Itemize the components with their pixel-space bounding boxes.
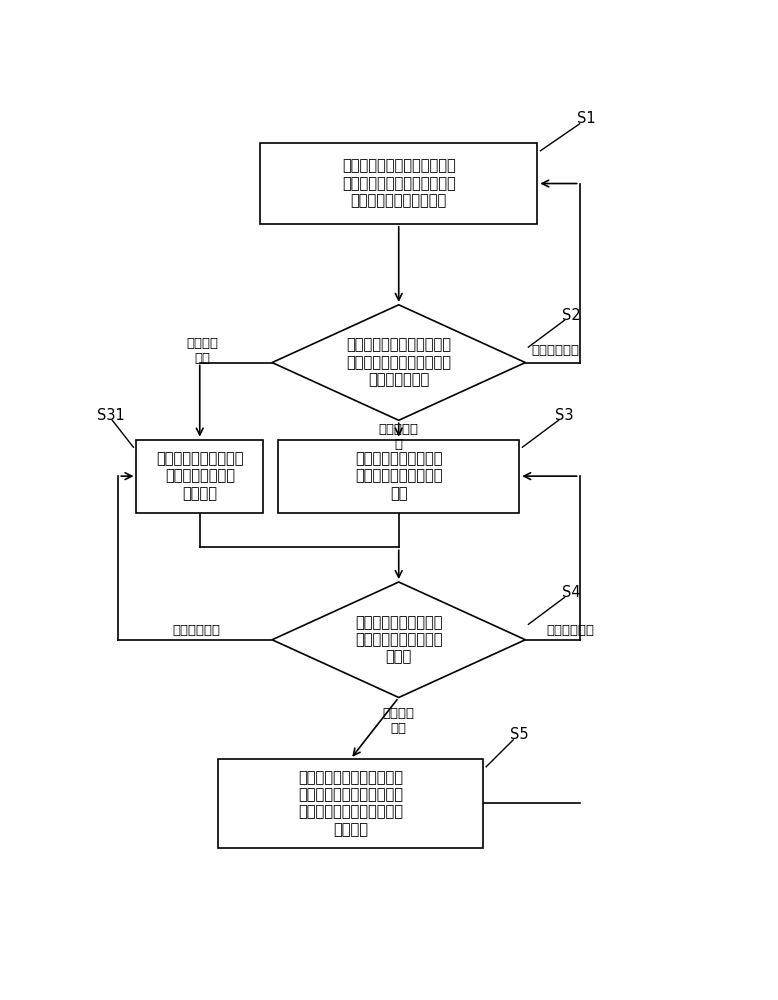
Text: 小于预设转
速: 小于预设转 速 <box>379 423 419 451</box>
Text: S3: S3 <box>555 408 574 423</box>
Text: S2: S2 <box>562 308 580 323</box>
Text: 数据处理中心接收温度
信息并与一预设温度进
行比较: 数据处理中心接收温度 信息并与一预设温度进 行比较 <box>355 615 443 665</box>
Text: 小于预设温度: 小于预设温度 <box>173 624 221 637</box>
Text: 等于预设转速: 等于预设转速 <box>531 344 580 358</box>
Text: 数据处理中心控制风扇
的输入功率，增加风扇
转速: 数据处理中心控制风扇 的输入功率，增加风扇 转速 <box>355 451 443 501</box>
FancyBboxPatch shape <box>218 759 483 848</box>
Text: S5: S5 <box>510 727 529 742</box>
Text: S4: S4 <box>562 585 580 600</box>
Polygon shape <box>272 582 525 698</box>
Text: 数据处理中心控制风扇
的输入功率，降低
风扇转速: 数据处理中心控制风扇 的输入功率，降低 风扇转速 <box>156 451 244 501</box>
Polygon shape <box>272 305 525 420</box>
Text: 大于预设温度: 大于预设温度 <box>547 624 594 637</box>
Text: S31: S31 <box>97 408 125 423</box>
Text: S1: S1 <box>576 111 595 126</box>
Text: 大于预设
转速: 大于预设 转速 <box>187 337 219 365</box>
FancyBboxPatch shape <box>136 440 263 513</box>
Text: 数据处理中心控制风扇以当
前转速运行，上报温度信息
、光强度信息和转速信息至
云服务器: 数据处理中心控制风扇以当 前转速运行，上报温度信息 、光强度信息和转速信息至 云… <box>298 770 403 837</box>
FancyBboxPatch shape <box>279 440 520 513</box>
FancyBboxPatch shape <box>260 143 538 224</box>
Text: 等于预设
温度: 等于预设 温度 <box>383 707 415 735</box>
Text: 数据处理中心根据光强度获
取预设转速，比较转速信息
与预设转速大小: 数据处理中心根据光强度获 取预设转速，比较转速信息 与预设转速大小 <box>346 338 451 387</box>
Text: 数据处理中心接收数据收集单
元收集显示装置显示屏的光强
度信息和风扇的转速信息: 数据处理中心接收数据收集单 元收集显示装置显示屏的光强 度信息和风扇的转速信息 <box>342 159 456 208</box>
